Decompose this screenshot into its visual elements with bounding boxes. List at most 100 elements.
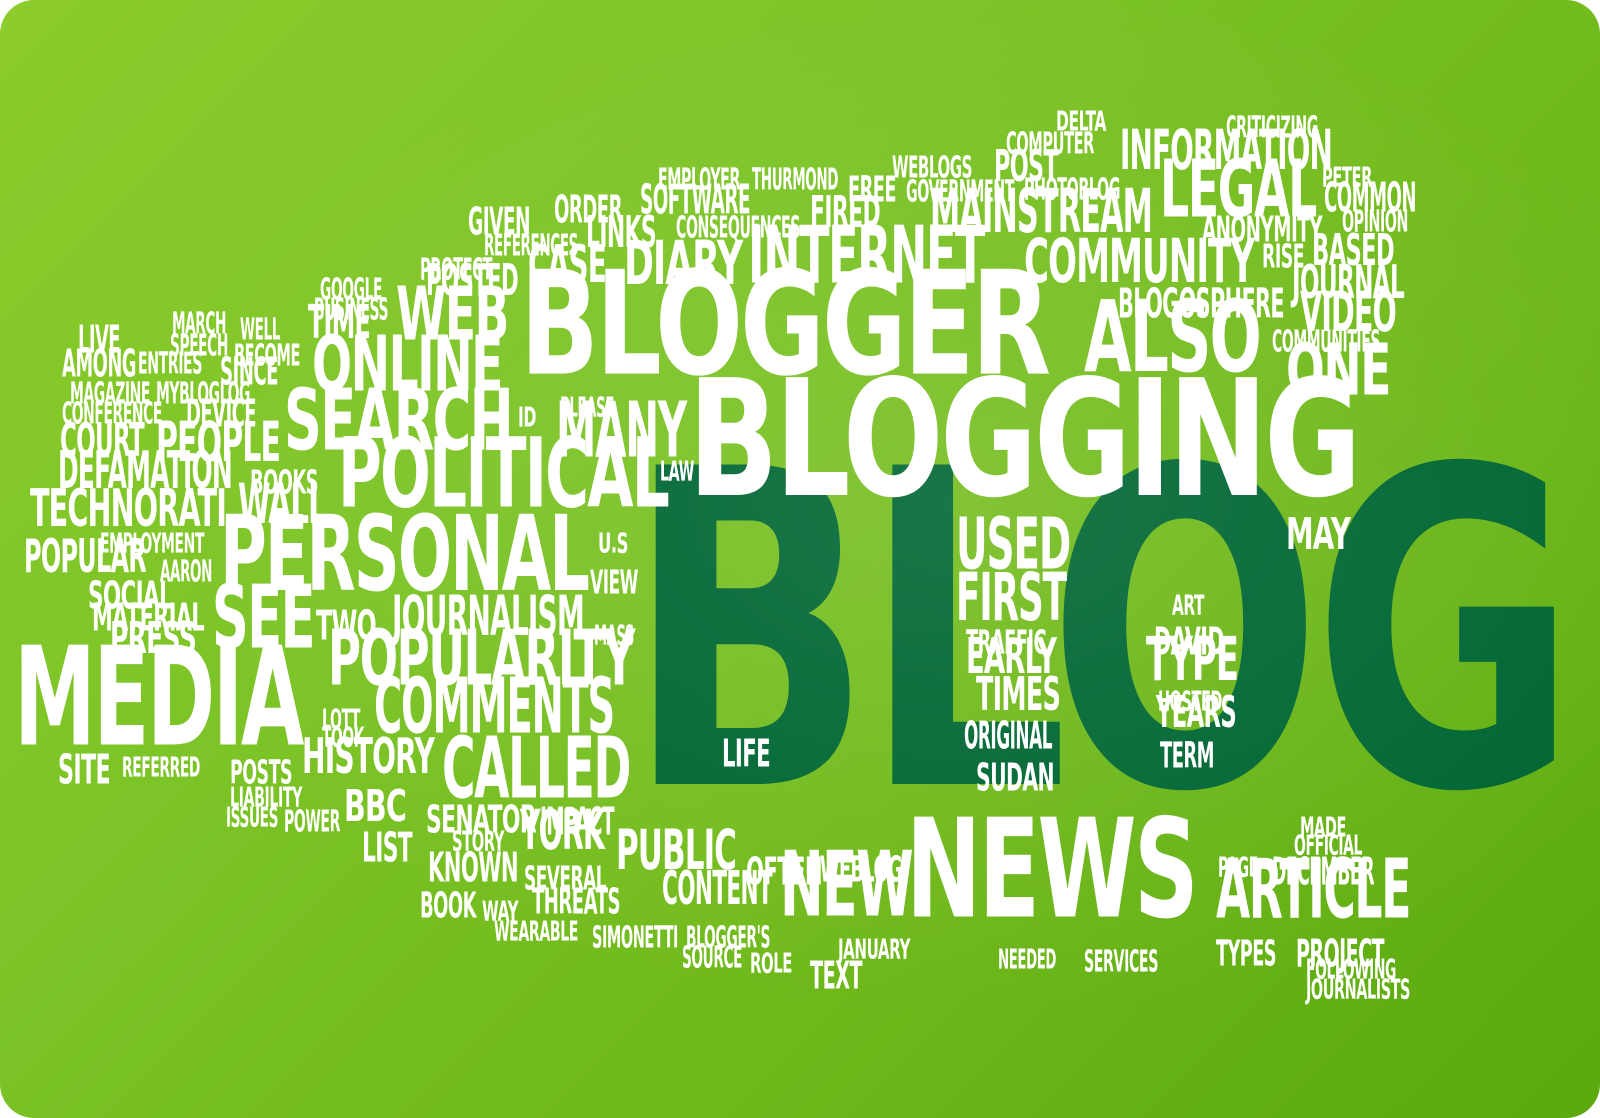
word-posted: POSTED — [426, 255, 519, 307]
word-issues: ISSUES — [226, 802, 279, 835]
word-text: TEXT — [810, 952, 863, 998]
word-blogging: BLOGGING — [688, 345, 1362, 535]
word-hosted: HOSTED — [1158, 686, 1222, 719]
word-type: TYPE — [1146, 623, 1239, 694]
word-december: DECEMBER — [1272, 848, 1375, 894]
word-role: ROLE — [750, 948, 792, 981]
word-aaron: AARON — [160, 553, 212, 589]
word-anonymity: ANONYMITY — [1202, 210, 1323, 252]
word-article: ARTICLE — [1216, 841, 1411, 938]
word-free: FREE — [848, 170, 897, 212]
word-become: BECOME — [234, 337, 301, 373]
word-term: TERM — [1160, 736, 1215, 778]
word-wearable: WEARABLE — [494, 916, 578, 949]
word-opinion: OPINION — [1342, 203, 1409, 239]
word-took: TOOK — [322, 722, 364, 755]
word-links: LINKS — [586, 207, 657, 259]
word-order: ORDER — [554, 186, 623, 232]
word-material: MATERIAL — [92, 594, 205, 640]
word-journal: JOURNAL — [1292, 254, 1405, 309]
word-times: TIMES — [976, 666, 1061, 721]
word-u-s: U.S — [598, 528, 628, 561]
word-may: MAY — [1286, 509, 1351, 561]
word-online: ONLINE — [312, 318, 503, 409]
word-impact: IMPACT — [540, 798, 615, 844]
word-wall: WALL — [238, 471, 327, 537]
word-power: POWER — [284, 803, 340, 839]
word-search: SEARCH — [284, 370, 514, 470]
word-post: POST — [994, 141, 1059, 193]
word-blogosphere: BLOGOSPHERE — [1118, 281, 1285, 329]
word-delta: DELTA — [1056, 106, 1107, 139]
word-software: SOFTWARE — [640, 177, 751, 225]
word-thurmond: THURMOND — [752, 161, 838, 197]
word-one: ONE — [1286, 328, 1391, 412]
word-video: VIDEO — [1300, 279, 1397, 345]
word-internet: INTERNET — [748, 209, 985, 302]
word-books: BOOKS — [250, 463, 319, 502]
word-york: YORK — [520, 797, 605, 863]
word-communities: COMMUNITIES — [1272, 323, 1381, 359]
word-official: OFFICIAL — [1294, 830, 1362, 863]
word-journalism: JOURNALISM — [392, 583, 585, 649]
word-public: PUBLIC — [616, 817, 737, 883]
word-based: BASED — [1312, 225, 1395, 277]
word-years: YEARS — [1156, 687, 1237, 739]
word-used: USED — [956, 502, 1071, 586]
word-blogger-s: BLOGGER'S — [686, 919, 771, 955]
word-time: TIME — [308, 294, 371, 349]
word-early: EARLY — [966, 628, 1057, 686]
word-first: FIRST — [956, 560, 1067, 637]
word-protect: PROTECT — [420, 251, 492, 287]
word-court: COURT — [60, 412, 145, 467]
word-social: SOCIAL — [88, 572, 173, 618]
word-popular: POPULAR — [24, 528, 147, 583]
word-common: COMMON — [1324, 175, 1417, 223]
word-technorati: TECHNORATI — [30, 478, 227, 539]
word-site: SITE — [58, 747, 111, 795]
word-weblogs: WEBLOGS — [892, 149, 973, 185]
word-referred: REFERRED — [122, 752, 201, 785]
word-page: PAGE — [1218, 852, 1258, 885]
word-entries: ENTRIES — [138, 345, 202, 381]
word-sudan: SUDAN — [976, 754, 1055, 800]
word-services: SERVICES — [1084, 943, 1158, 979]
word-fired: FIRED — [810, 187, 881, 239]
word-defamation: DEFAMATION — [58, 440, 233, 501]
word-employer: EMPLOYER — [658, 161, 740, 197]
word-view: VIEW — [590, 563, 639, 602]
word-given: GIVEN — [468, 198, 531, 244]
word-peter: PETER — [1322, 162, 1372, 195]
word-well: WELL — [240, 311, 281, 347]
word-popularity: POPULARITY — [328, 612, 635, 703]
word-id: ID — [518, 402, 537, 435]
word-case: CASE — [528, 234, 607, 295]
word-see: SEE — [212, 566, 316, 670]
word-device: DEVICE — [186, 390, 257, 436]
word-history: HISTORY — [302, 728, 435, 786]
word-following: FOLLOWING — [1306, 954, 1397, 987]
word-liability: LIABILITY — [230, 782, 302, 815]
word-comments: COMMENTS — [374, 660, 615, 751]
word-called: CALLED — [442, 718, 631, 818]
word-media: MEDIA — [14, 617, 304, 778]
word-made: MADE — [1300, 812, 1347, 845]
word-mainstream: MAINSTREAM — [930, 175, 1153, 246]
word-weblog: WEBLOG — [820, 850, 903, 892]
word-google: GOOGLE — [320, 271, 383, 307]
word-press: PRESS — [110, 613, 197, 665]
word-source: SOURCE — [682, 939, 742, 975]
word-government: GOVERNMENT — [906, 173, 1015, 209]
word-legal: LEGAL — [1160, 143, 1317, 236]
word-march: MARCH — [172, 305, 226, 341]
word-threats: THREATS — [532, 882, 621, 924]
word-political: POLITICAL — [338, 418, 670, 531]
word-original: ORIGINAL — [964, 712, 1053, 758]
word-journalists: JOURNALISTS — [1306, 974, 1411, 1007]
word-information: INFORMATION — [1120, 117, 1333, 183]
word-please: PLEASE — [560, 392, 615, 425]
word-list: LIST — [362, 825, 413, 873]
word-bbc: BBC — [344, 781, 407, 833]
word-known: KNOWN — [428, 845, 519, 893]
